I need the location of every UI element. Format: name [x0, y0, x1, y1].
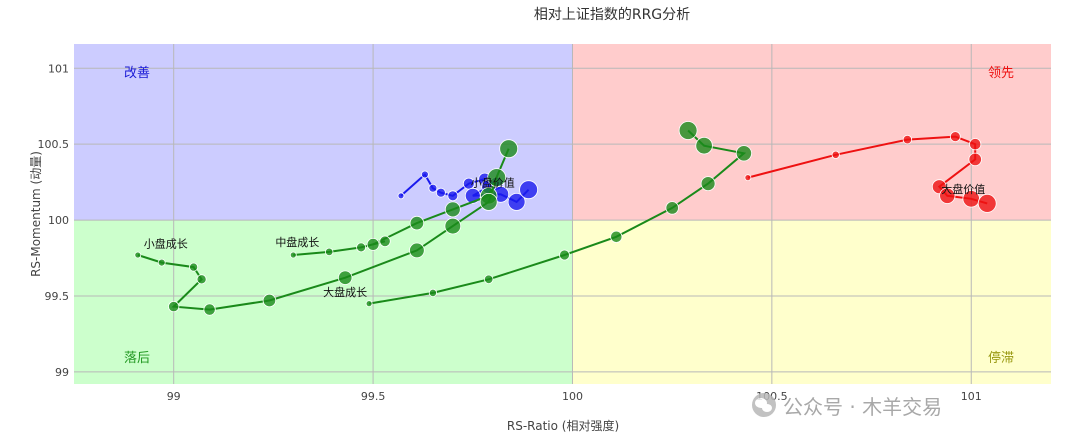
watermark: 公众号 · 木羊交易 — [752, 393, 942, 419]
series-point — [379, 235, 391, 248]
chart-title: 相对上证指数的RRG分析 — [534, 7, 690, 23]
series-point — [134, 251, 142, 259]
y-tick-label: 99.5 — [45, 290, 70, 303]
series-2 — [365, 121, 753, 308]
series-point — [678, 121, 698, 140]
series-point — [939, 187, 956, 204]
y-tick-label: 99 — [55, 366, 69, 379]
series-label: 小盘成长 — [144, 236, 188, 250]
series-point — [189, 262, 199, 272]
quadrant-label-bottom-right: 停滞 — [988, 350, 1014, 366]
series-point — [428, 288, 437, 297]
x-axis-title: RS-Ratio (相对强度) — [507, 418, 619, 433]
series-point — [499, 139, 519, 159]
series-point — [435, 187, 446, 198]
series-label: 大盘成长 — [323, 285, 367, 299]
x-tick-label: 101 — [961, 390, 982, 403]
series-point — [977, 193, 997, 213]
series-point — [168, 300, 180, 313]
quadrant-label-bottom-left: 落后 — [124, 351, 150, 366]
series-line — [368, 129, 747, 305]
x-tick-label: 100 — [562, 390, 583, 403]
series-point — [484, 274, 494, 285]
gridlines — [74, 44, 1051, 384]
series-point — [968, 152, 982, 167]
y-tick-label: 100 — [48, 214, 69, 227]
series-point — [325, 247, 334, 257]
x-tick-label: 99.5 — [361, 390, 386, 403]
series-point — [744, 174, 752, 182]
series-point — [831, 150, 840, 159]
series-point — [949, 131, 961, 143]
series-point — [366, 237, 380, 251]
series-point — [969, 138, 982, 151]
series-layer — [134, 121, 997, 316]
wechat-logo-icon — [752, 393, 776, 417]
quadrant-bottom-right — [572, 220, 1051, 384]
quadrant-backgrounds — [74, 44, 1051, 384]
series-point — [289, 251, 297, 259]
series-point — [700, 176, 716, 192]
series-point — [262, 293, 277, 308]
series-3 — [289, 139, 519, 259]
series-point — [428, 183, 438, 193]
series-point — [196, 274, 207, 285]
y-axis-title: RS-Momentum (动量) — [29, 151, 43, 277]
series-point — [409, 215, 425, 231]
series-point — [444, 217, 462, 235]
series-point — [338, 270, 353, 285]
series-point — [447, 190, 459, 202]
series-point — [519, 180, 538, 200]
series-point — [444, 201, 461, 218]
series-point — [559, 249, 570, 261]
series-point — [735, 145, 753, 162]
series-1 — [744, 131, 997, 213]
series-point — [356, 242, 367, 253]
y-tick-label: 101 — [48, 62, 69, 75]
series-point — [397, 192, 405, 200]
series-point — [157, 258, 166, 267]
series-point — [409, 242, 425, 259]
series-line — [747, 135, 988, 205]
series-4 — [134, 168, 507, 316]
series-point — [203, 303, 216, 316]
series-label: 小盘价值 — [471, 176, 515, 190]
series-point — [902, 134, 913, 145]
series-point — [610, 230, 623, 243]
quadrant-bottom-left — [74, 220, 573, 384]
series-point — [365, 300, 373, 308]
series-point — [507, 192, 526, 211]
quadrant-label-top-right: 领先 — [988, 66, 1014, 81]
quadrant-label-top-left: 改善 — [124, 65, 150, 81]
x-tick-label: 99 — [167, 390, 181, 403]
series-0 — [397, 170, 538, 211]
series-point — [665, 201, 679, 215]
watermark-text: 公众号 · 木羊交易 — [783, 395, 942, 419]
y-tick-label: 100.5 — [38, 138, 70, 151]
series-point — [420, 170, 429, 179]
series-point — [487, 168, 507, 188]
series-point — [479, 192, 498, 211]
series-label: 大盘价值 — [941, 182, 985, 196]
series-point — [695, 136, 713, 155]
series-label: 中盘成长 — [275, 235, 319, 249]
